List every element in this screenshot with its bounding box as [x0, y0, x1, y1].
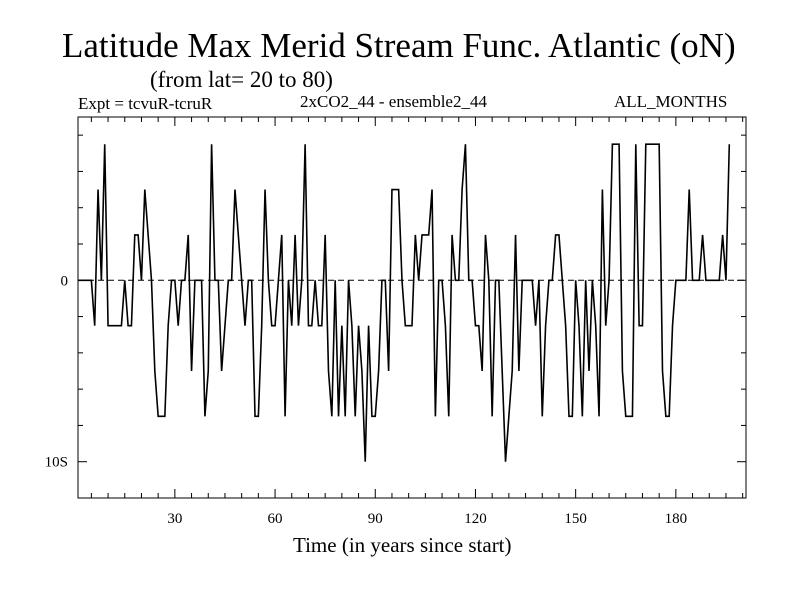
y-tick-label: 0	[61, 273, 69, 289]
x-tick-label: 60	[268, 511, 283, 527]
chart-title: Latitude Max Merid Stream Func. Atlantic…	[62, 26, 736, 65]
x-tick-label: 90	[368, 511, 383, 527]
x-tick-label: 150	[564, 511, 587, 527]
x-axis-label: Time (in years since start)	[293, 533, 512, 557]
experiment-label: Expt = tcvuR-tcruR	[78, 94, 213, 113]
months-label: ALL_MONTHS	[614, 92, 728, 111]
plot-frame	[77, 116, 747, 499]
x-tick-label: 120	[464, 511, 487, 527]
tick-label-group: 30 60 90 120 150 180 0 10S	[45, 273, 687, 527]
chart-subtitle: (from lat= 20 to 80)	[150, 67, 333, 92]
ensemble-label: 2xCO2_44 - ensemble2_44	[300, 92, 487, 111]
y-tick-label: 10S	[45, 455, 68, 471]
x-tick-label: 30	[167, 511, 182, 527]
x-tick-label: 180	[665, 511, 688, 527]
series-line	[78, 143, 731, 462]
